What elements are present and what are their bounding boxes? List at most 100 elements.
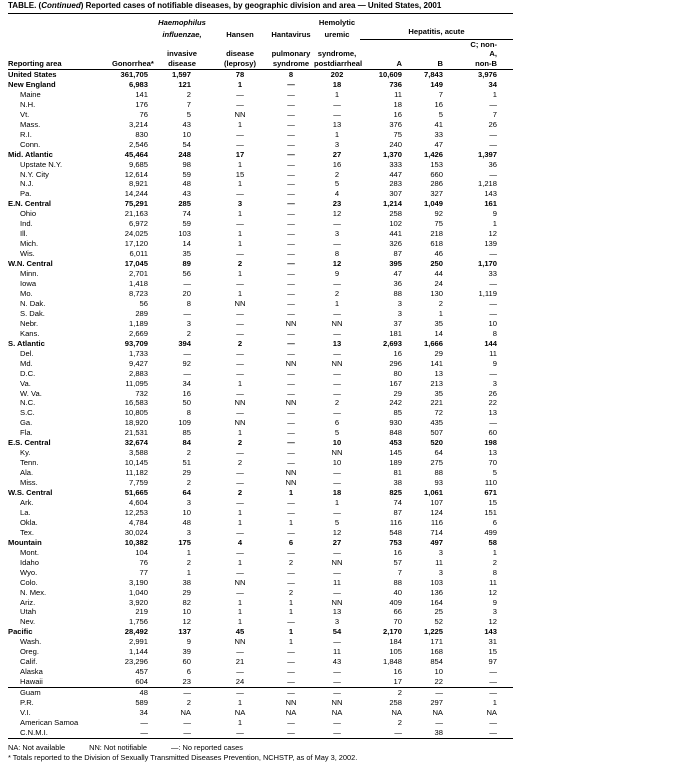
cell-reporting-area: Md. bbox=[20, 358, 33, 368]
cell-reporting-area: W. Va. bbox=[20, 388, 42, 398]
cell-hus: 3 bbox=[334, 617, 340, 627]
cell-hus: — bbox=[333, 667, 341, 677]
cell-hep-b: 435 bbox=[430, 418, 443, 428]
header-hansen-2: disease bbox=[226, 49, 254, 58]
cell-haemophilus: 23 bbox=[182, 677, 191, 687]
cell-hansen: 1 bbox=[237, 288, 243, 298]
table-row: Upstate N.Y. 9,685 98 1 — 16 333 153 36 bbox=[8, 160, 513, 170]
cell-haemophilus: 59 bbox=[182, 219, 191, 229]
table-row: Guam 48— — — —2— — bbox=[8, 687, 513, 699]
cell-hus: 2 bbox=[334, 169, 340, 179]
table-row: Mo. 8,723 20 1 — 2 88 130 1,119 bbox=[8, 289, 513, 299]
cell-hansen: — bbox=[236, 587, 244, 597]
footnote-gonorrhea: * Totals reported to the Division of Sex… bbox=[8, 753, 358, 762]
cell-reporting-area: New England bbox=[8, 79, 56, 89]
cell-hep-c: — bbox=[489, 279, 497, 289]
cell-hep-c: 12 bbox=[488, 587, 497, 597]
table-row: Ariz. 3,920 82 1 1 NN 409 164 9 bbox=[8, 598, 513, 608]
cell-reporting-area: Ala. bbox=[20, 468, 34, 478]
cell-reporting-area: E.S. Central bbox=[8, 438, 51, 448]
cell-haemophilus: 74 bbox=[182, 209, 191, 219]
cell-hus: 1 bbox=[334, 298, 340, 308]
table-row: Idaho 76 2 1 2 NN 57 11 2 bbox=[8, 558, 513, 568]
cell-reporting-area: Mo. bbox=[20, 288, 33, 298]
cell-hep-c: 60 bbox=[488, 428, 497, 438]
cell-hep-c: — bbox=[489, 298, 497, 308]
cell-haemophilus: 3 bbox=[186, 527, 191, 537]
cell-gonorrhea: 7,759 bbox=[128, 478, 148, 488]
table-row: Ga. 18,920 109 NN — 6 930 435 — bbox=[8, 418, 513, 428]
cell-haemophilus: 59 bbox=[182, 169, 191, 179]
footnote-dash: —: No reported cases bbox=[171, 743, 243, 752]
cell-reporting-area: Minn. bbox=[20, 269, 39, 279]
cell-hep-b: 41 bbox=[434, 119, 443, 129]
cell-hansen: NN bbox=[234, 418, 246, 428]
cell-hus: 13 bbox=[332, 119, 342, 129]
cell-haemophilus: 6 bbox=[186, 667, 191, 677]
cell-haemophilus: 5 bbox=[186, 109, 191, 119]
cell-hep-c: NA bbox=[486, 708, 497, 717]
cell-hep-c: 1,397 bbox=[477, 149, 497, 159]
cell-hep-c: 6 bbox=[492, 517, 497, 527]
cell-haemophilus: 10 bbox=[182, 129, 191, 139]
cell-hep-a: 11 bbox=[394, 89, 402, 99]
table-row: Mich. 17,120 14 1 — — 326 618 139 bbox=[8, 239, 513, 249]
cell-hep-a: 81 bbox=[393, 468, 402, 478]
cell-gonorrhea: 75,291 bbox=[124, 199, 148, 209]
cell-hep-b: 103 bbox=[430, 577, 443, 587]
cell-reporting-area: Ariz. bbox=[20, 597, 36, 607]
table-row: N.J. 8,921 48 1 — 5 283 286 1,218 bbox=[8, 179, 513, 189]
cell-hep-c: — bbox=[489, 169, 497, 179]
cell-gonorrhea: 10,145 bbox=[124, 458, 148, 468]
cell-hep-b: 24 bbox=[434, 279, 443, 289]
cell-hantavirus: NN bbox=[285, 358, 297, 368]
cell-hep-b: 714 bbox=[430, 527, 443, 537]
cell-haemophilus: 248 bbox=[178, 149, 191, 159]
cell-hantavirus: — bbox=[287, 279, 295, 289]
cell-hantavirus: — bbox=[287, 259, 295, 269]
cell-hansen: 2 bbox=[237, 438, 243, 448]
table-row: Colo. 3,190 38 NN — 11 88 103 11 bbox=[8, 578, 513, 588]
cell-haemophilus: 14 bbox=[182, 239, 191, 249]
cell-hep-c: — bbox=[489, 249, 497, 259]
table-row: Ala. 11,182 29 — NN — 81 88 5 bbox=[8, 468, 513, 478]
cell-hep-a: 38 bbox=[393, 478, 402, 488]
cell-hus: — bbox=[333, 308, 341, 318]
cell-reporting-area: Colo. bbox=[20, 577, 38, 587]
cell-reporting-area: Hawaii bbox=[20, 677, 43, 687]
cell-hep-c: — bbox=[489, 99, 497, 109]
cell-haemophilus: 2 bbox=[186, 89, 191, 99]
cell-gonorrhea: 9,427 bbox=[128, 358, 148, 368]
cell-haemophilus: 56 bbox=[182, 269, 191, 279]
cell-hep-b: 221 bbox=[430, 398, 443, 408]
cell-reporting-area: N. Mex. bbox=[20, 587, 47, 597]
cell-gonorrhea: 1,040 bbox=[128, 587, 148, 597]
cell-hep-b: 1,426 bbox=[423, 149, 443, 159]
cell-hep-b: 1,225 bbox=[423, 627, 443, 637]
cell-hus: 5 bbox=[334, 517, 340, 527]
cell-hantavirus: — bbox=[287, 189, 295, 199]
cell-hantavirus: — bbox=[287, 677, 295, 687]
cell-hep-c: 9 bbox=[492, 597, 497, 607]
cell-haemophilus: — bbox=[183, 717, 191, 727]
table-row: C.N.M.I. — — — — — —38— bbox=[8, 727, 513, 739]
cell-hep-a: 87 bbox=[393, 249, 402, 259]
cell-reporting-area: Ark. bbox=[20, 497, 34, 507]
table-row: Wash. 2,991 9 NN 1 — 184 171 31 bbox=[8, 637, 513, 647]
table-title: TABLE. (Continued) Reported cases of not… bbox=[8, 1, 442, 10]
cell-gonorrhea: 176 bbox=[135, 99, 148, 109]
cell-gonorrhea: 2,883 bbox=[128, 368, 148, 378]
cell-hep-c: 151 bbox=[484, 507, 497, 517]
cell-gonorrhea: 3,190 bbox=[128, 577, 148, 587]
cell-gonorrhea: 12,253 bbox=[124, 507, 148, 517]
cell-reporting-area: United States bbox=[8, 70, 57, 79]
cell-hep-a: 88 bbox=[393, 577, 402, 587]
cell-hus: — bbox=[333, 378, 341, 388]
cell-haemophilus: 2 bbox=[186, 328, 191, 338]
cell-hep-b: 5 bbox=[438, 109, 443, 119]
header-hus-2: uremic bbox=[324, 29, 350, 39]
table-row: Mont. 104 1 — — — 16 3 1 bbox=[8, 548, 513, 558]
cell-hus: NN bbox=[331, 698, 343, 708]
cell-hantavirus: — bbox=[287, 89, 295, 99]
cell-hep-b: 854 bbox=[430, 657, 443, 667]
